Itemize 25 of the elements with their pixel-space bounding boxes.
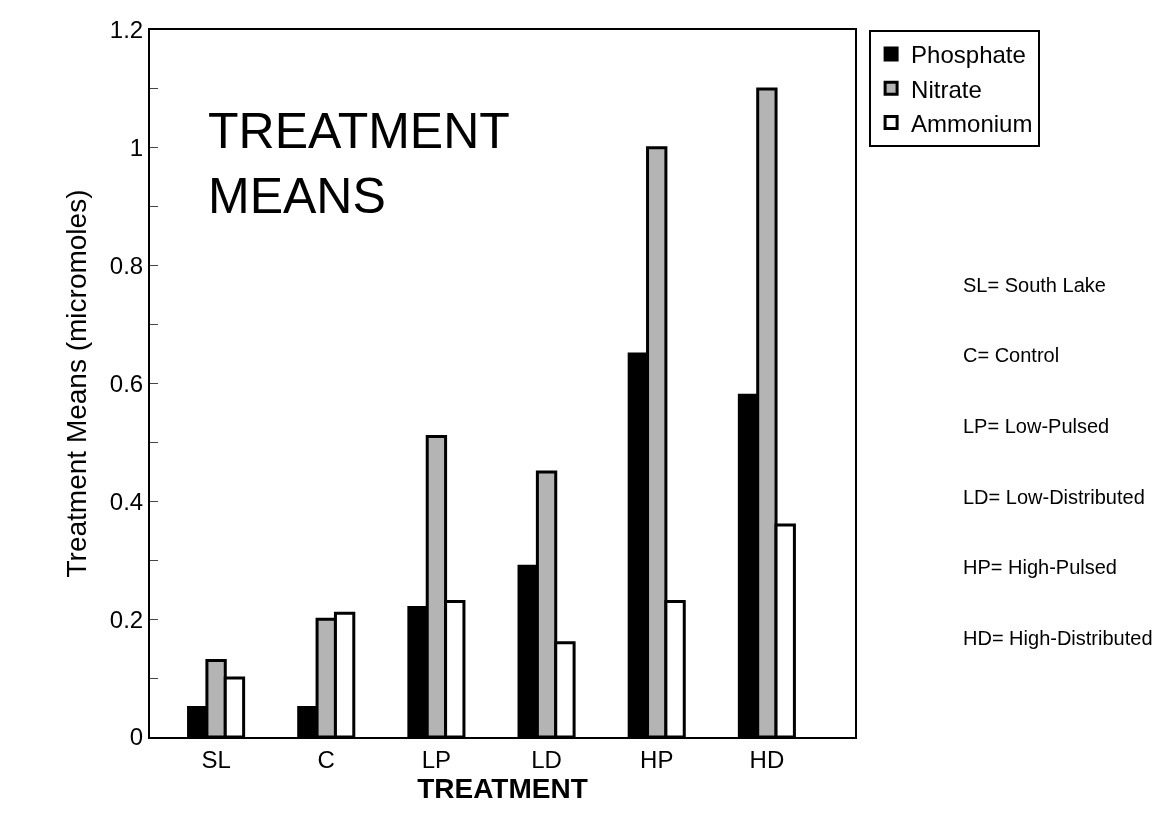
- y-tick-label: 0.8: [109, 252, 144, 280]
- y-axis-title: Treatment Means (micromoles): [61, 189, 93, 578]
- text: TREATMENT MEANS: [208, 103, 510, 224]
- x-tick-label: SL: [201, 745, 231, 773]
- y-tick-label: 0.6: [109, 369, 144, 397]
- y-tick-label: 0.4: [109, 487, 144, 515]
- y-tick-label: 1: [129, 134, 144, 162]
- text: HD= High-Distributed: [963, 627, 1153, 649]
- text: C= Control: [963, 344, 1060, 366]
- legend-label: Phosphate: [911, 41, 1026, 69]
- legend-label: Ammonium: [911, 109, 1033, 137]
- text: LD= Low-Distributed: [963, 486, 1145, 508]
- y-tick-label: 0: [129, 723, 144, 751]
- text: HP= High-Pulsed: [963, 556, 1117, 578]
- x-tick-label: LD: [531, 745, 562, 773]
- legend-label: Nitrate: [911, 75, 982, 103]
- x-tick-label: HD: [749, 745, 785, 773]
- y-tick-label: 1.2: [109, 16, 144, 44]
- text: SL= South Lake: [963, 274, 1106, 296]
- text: LP= Low-Pulsed: [963, 415, 1110, 437]
- x-tick-label: C: [317, 745, 335, 773]
- x-tick-label: LP: [421, 745, 452, 773]
- x-tick-label: HP: [640, 745, 674, 773]
- x-axis-title: TREATMENT: [417, 772, 588, 804]
- y-tick-label: 0.2: [109, 605, 144, 633]
